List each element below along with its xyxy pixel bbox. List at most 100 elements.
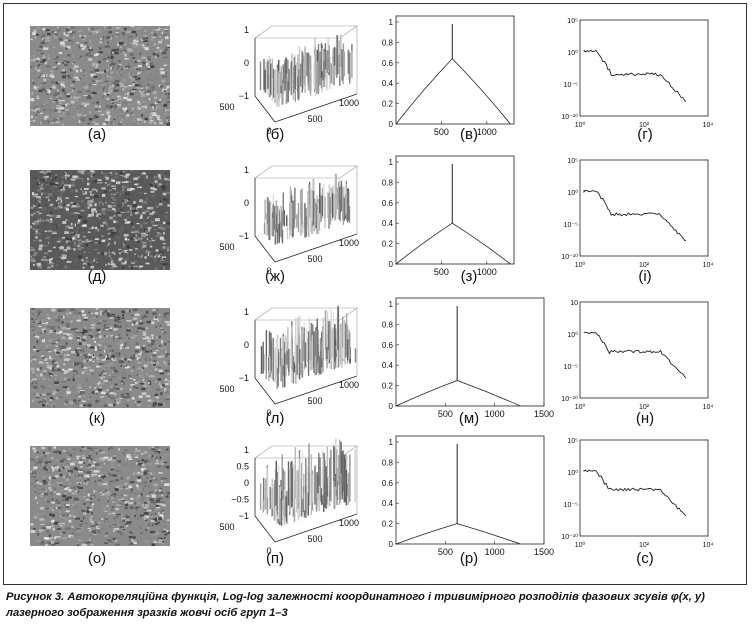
loglog-y-tick: 10⁻¹⁰: [561, 113, 578, 121]
autocorr-y-tick: 0.4: [382, 79, 394, 88]
surface-plot: 1 0.5 0 −0.5 −1 500 0 500 1000: [219, 438, 359, 556]
surface-z-tick: 0: [244, 340, 249, 350]
autocorr-y-tick: 0.4: [382, 361, 394, 370]
loglog-y-tick: 10⁻¹⁰: [561, 395, 578, 403]
panel-label: (ж): [264, 268, 286, 285]
surface-z-tick: 0: [244, 198, 249, 208]
loglog-x-tick: 10⁴: [703, 542, 714, 549]
autocorr-y-tick: 0: [389, 402, 394, 411]
surface-plot: 1 0 −1 500 0 500 1000: [219, 25, 359, 136]
autocorr-y-tick: 0.2: [382, 100, 394, 109]
surface-z-tick: −1: [239, 231, 249, 241]
autocorr-y-tick: 0.6: [382, 341, 394, 350]
panel-label: (г): [637, 126, 653, 143]
autocorr-x-tick: 500: [438, 547, 453, 557]
surface-y-tick: 500: [219, 242, 234, 252]
autocorr-y-tick: 0: [389, 540, 394, 549]
autocorr-x-tick: 1500: [534, 409, 554, 419]
autocorr-y-tick: 0: [389, 120, 394, 129]
autocorr-y-tick: 0.8: [382, 38, 394, 47]
panel-label: (б): [265, 126, 285, 143]
loglog-y-tick: 10⁻⁵: [564, 222, 578, 229]
laser-image: [30, 446, 170, 546]
autocorr-y-tick: 0: [389, 260, 394, 269]
autocorr-y-tick: 0.6: [382, 59, 394, 68]
surface-z-tick: 0: [244, 478, 249, 488]
autocorr-x-tick: 1000: [477, 267, 497, 277]
autocorr-x-tick: 500: [434, 127, 449, 137]
loglog-x-tick: 10²: [639, 122, 650, 129]
surface-z-tick: 0.5: [236, 462, 249, 472]
surface-y-tick: 0: [266, 126, 271, 136]
loglog-x-tick: 10²: [639, 542, 650, 549]
autocorr-y-tick: 0.2: [382, 240, 394, 249]
panel-label: (л): [265, 410, 285, 427]
surface-x-tick: 500: [307, 114, 322, 124]
autocorr-y-tick: 1: [389, 18, 394, 27]
loglog-x-tick: 10⁰: [575, 261, 586, 269]
loglog-x-tick: 10⁴: [703, 122, 714, 129]
panel-label: (д): [87, 268, 107, 285]
panel-label: (з): [460, 268, 478, 285]
panel-label: (р): [459, 550, 479, 567]
autocorrelation-plot: 1 0.8 0.6 0.4 0.2 0 500 1000 1500: [382, 435, 554, 557]
panel-label: (і): [638, 268, 652, 285]
loglog-x-tick: 10⁴: [703, 262, 714, 269]
loglog-y-tick: 10⁰: [567, 49, 578, 57]
surface-x-tick: 1000: [339, 380, 359, 390]
surface-y-tick: 500: [219, 384, 234, 394]
laser-image: [30, 308, 170, 408]
autocorr-x-tick: 1000: [485, 409, 505, 419]
loglog-x-tick: 10²: [639, 262, 650, 269]
figure-caption: Рисунок 3. Автокореляційна функція, Log-…: [6, 591, 705, 619]
autocorr-y-tick: 0.8: [382, 178, 394, 187]
panel-label: (к): [88, 410, 106, 427]
figure-frame: 1 0 −1 500 0 500 1000 1 0.8 0.6 0.4 0.2 0 500 1000 10⁵ 1…: [3, 3, 747, 585]
autocorr-x-tick: 500: [434, 267, 449, 277]
surface-z-tick: 0: [244, 58, 249, 68]
panel-label: (о): [87, 550, 107, 567]
surface-z-tick: −1: [239, 91, 249, 101]
surface-z-tick: 1: [244, 445, 249, 455]
loglog-y-tick: 10⁰: [567, 331, 578, 339]
loglog-x-tick: 10⁰: [575, 403, 586, 411]
autocorr-x-tick: 1500: [534, 547, 554, 557]
loglog-y-tick: 10⁻⁵: [564, 502, 578, 509]
loglog-x-tick: 10⁰: [575, 541, 586, 549]
loglog-y-tick: 10⁵: [567, 158, 578, 165]
autocorr-y-tick: 0.4: [382, 219, 394, 228]
panel-label: (п): [265, 550, 285, 567]
panel-label: (в): [460, 126, 478, 143]
autocorr-y-tick: 0.8: [382, 320, 394, 329]
surface-x-tick: 500: [307, 254, 322, 264]
autocorr-x-tick: 1000: [477, 127, 497, 137]
autocorr-y-tick: 0.6: [382, 479, 394, 488]
panel-label: (м): [458, 410, 480, 427]
loglog-y-tick: 10⁻¹⁰: [561, 253, 578, 261]
loglog-y-tick: 10: [570, 300, 578, 307]
surface-x-tick: 500: [307, 534, 322, 544]
autocorrelation-plot: 1 0.8 0.6 0.4 0.2 0 500 1000 1500: [382, 297, 554, 419]
panel-label: (с): [636, 550, 654, 567]
autocorr-y-tick: 0.8: [382, 458, 394, 467]
surface-x-tick: 500: [307, 396, 322, 406]
autocorr-y-tick: 1: [389, 438, 394, 447]
surface-z-tick: −1: [239, 373, 249, 383]
autocorr-y-tick: 0.4: [382, 499, 394, 508]
autocorrelation-plot: 1 0.8 0.6 0.4 0.2 0 500 1000: [382, 15, 515, 137]
loglog-y-tick: 10⁵: [567, 438, 578, 445]
loglog-y-tick: 10⁻⁵: [564, 364, 578, 371]
autocorr-y-tick: 0.2: [382, 520, 394, 529]
surface-x-tick: 1000: [339, 98, 359, 108]
surface-z-tick: 1: [244, 25, 249, 35]
loglog-y-tick: 10⁻⁵: [564, 82, 578, 89]
autocorr-y-tick: 1: [389, 300, 394, 309]
surface-z-tick: 1: [244, 165, 249, 175]
surface-y-tick: 500: [219, 522, 234, 532]
autocorrelation-plot: 1 0.8 0.6 0.4 0.2 0 500 1000: [382, 155, 515, 277]
autocorr-y-tick: 0.2: [382, 382, 394, 391]
panel-label: (а): [87, 126, 107, 143]
autocorr-x-tick: 500: [438, 409, 453, 419]
surface-y-tick: 500: [219, 102, 234, 112]
